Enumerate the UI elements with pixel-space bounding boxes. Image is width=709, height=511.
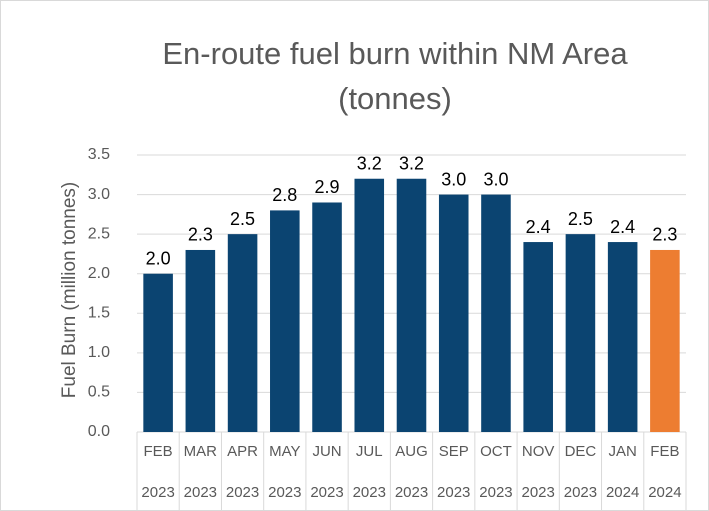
y-tick-label: 0.5 [88, 384, 110, 401]
data-label: 2.9 [315, 177, 340, 197]
bar [185, 249, 216, 432]
x-tick-label: 2023 [310, 484, 343, 501]
bar [312, 202, 342, 432]
data-label: 2.5 [230, 209, 255, 229]
x-tick-label: JUL [356, 443, 383, 460]
data-label: 2.0 [146, 248, 171, 268]
x-tick-label: 2023 [395, 484, 428, 501]
data-label: 2.5 [568, 209, 593, 229]
bar [607, 242, 638, 432]
chart-title: En-route fuel burn within NM Area [162, 36, 628, 71]
data-label: 2.4 [526, 217, 551, 237]
x-tick-label: APR [227, 443, 258, 460]
bar [438, 194, 469, 432]
bar [481, 194, 511, 432]
bar [270, 210, 300, 432]
x-tick-label: FEB [144, 443, 173, 460]
y-tick-label: 2.0 [88, 265, 110, 282]
x-tick-label: OCT [480, 443, 512, 460]
x-tick-label: 2023 [268, 484, 301, 501]
bar [227, 234, 258, 432]
x-tick-label: AUG [395, 443, 428, 460]
bar [565, 234, 596, 432]
x-tick-label: MAR [184, 443, 218, 460]
x-tick-label: DEC [565, 443, 597, 460]
y-tick-label: 0.0 [88, 423, 110, 440]
x-tick-label: 2023 [479, 484, 512, 501]
data-label: 2.4 [610, 217, 635, 237]
data-label: 2.3 [188, 225, 213, 245]
x-tick-label: 2024 [648, 484, 681, 501]
bar [523, 242, 553, 432]
x-tick-label: NOV [522, 443, 555, 460]
data-label: 3.0 [441, 169, 466, 189]
y-tick-label: 1.0 [88, 344, 110, 361]
chart-title: (tonnes) [338, 81, 452, 116]
x-tick-label: 2023 [437, 484, 470, 501]
x-tick-label: 2023 [522, 484, 555, 501]
bar [396, 178, 427, 432]
data-label: 3.0 [483, 169, 508, 189]
x-tick-label: MAY [269, 443, 300, 460]
bar [650, 249, 680, 432]
y-axis-label: Fuel Burn (million tonnes) [59, 182, 80, 398]
data-label: 2.3 [652, 225, 677, 245]
bar [143, 273, 173, 432]
x-tick-label: 2023 [564, 484, 597, 501]
x-tick-label: 2023 [184, 484, 217, 501]
x-tick-label: 2023 [353, 484, 386, 501]
y-tick-label: 3.5 [88, 146, 110, 163]
y-tick-label: 2.5 [88, 225, 110, 242]
x-tick-label: 2023 [141, 484, 174, 501]
x-tick-label: 2023 [226, 484, 259, 501]
bar [354, 178, 385, 432]
data-label: 3.2 [399, 153, 424, 173]
data-label: 3.2 [357, 153, 382, 173]
data-label: 2.8 [272, 185, 297, 205]
y-tick-label: 1.5 [88, 305, 110, 322]
y-tick-label: 3.0 [88, 186, 110, 203]
x-tick-label: JUN [312, 443, 341, 460]
x-tick-label: JAN [608, 443, 636, 460]
x-tick-label: SEP [439, 443, 469, 460]
x-tick-label: 2024 [606, 484, 639, 501]
x-tick-label: FEB [650, 443, 679, 460]
